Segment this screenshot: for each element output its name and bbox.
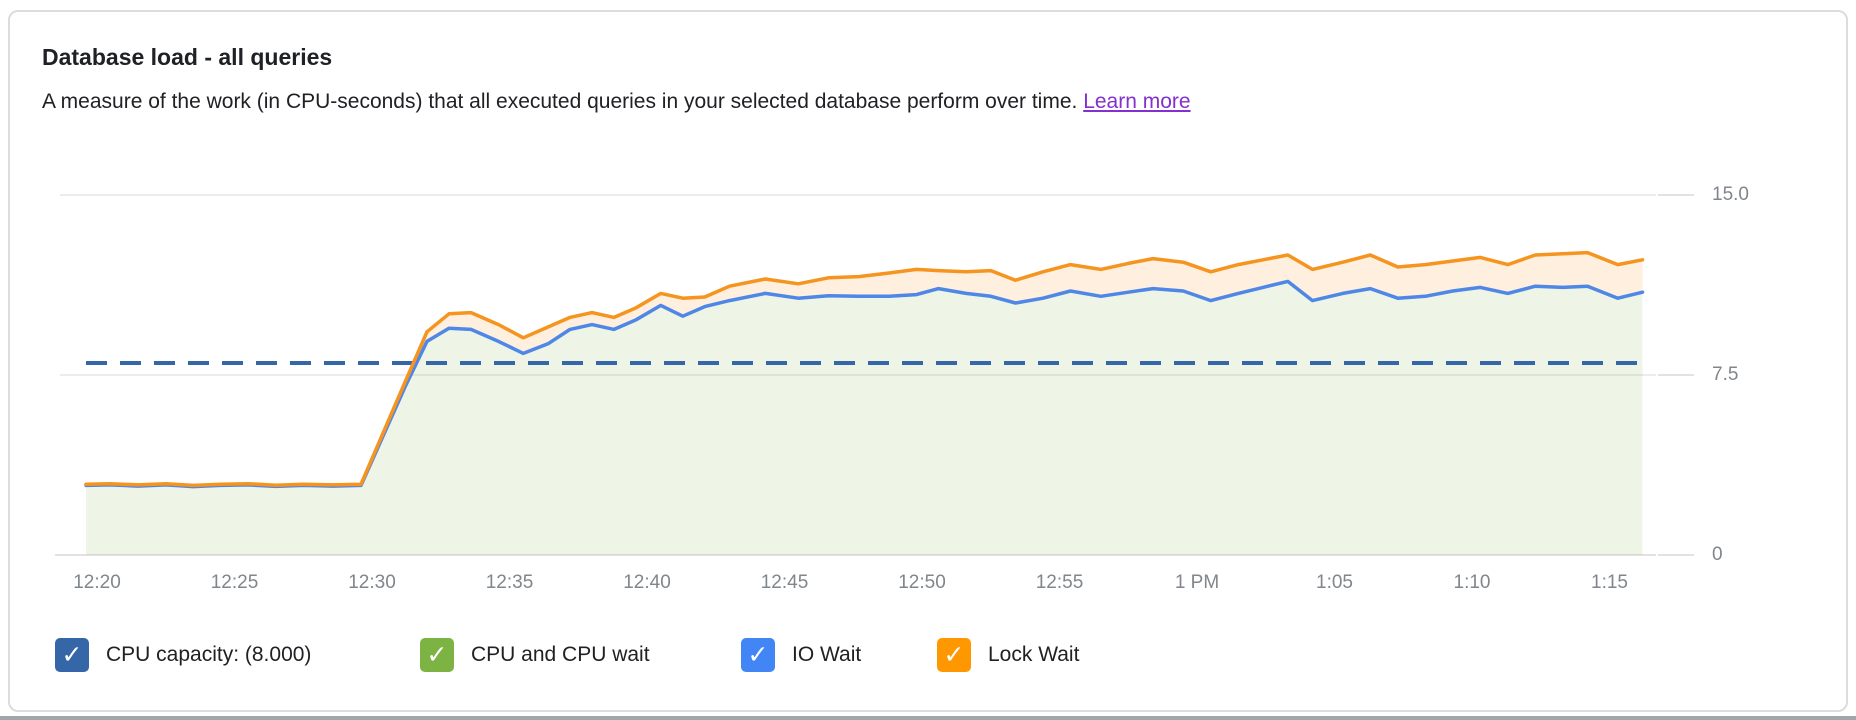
x-axis-label: 1:10 — [1453, 572, 1491, 593]
chart-legend: ✓ CPU capacity: (8.000) ✓ CPU and CPU wait ✓… — [0, 636, 1856, 674]
chart-description: A measure of the work (in CPU-seconds) t… — [42, 90, 1191, 114]
legend-item-cpu-capacity[interactable]: ✓ CPU capacity: (8.000) — [55, 636, 311, 674]
y-axis-label: 15.0 — [1712, 184, 1749, 205]
cpu-and-cpu-wait-checkbox[interactable]: ✓ — [420, 638, 454, 672]
x-axis-label: 12:45 — [760, 572, 809, 593]
x-axis-label: 12:55 — [1035, 572, 1084, 593]
io-wait-checkbox[interactable]: ✓ — [741, 638, 775, 672]
learn-more-link[interactable]: Learn more — [1083, 90, 1191, 113]
page-title: Database load - all queries — [42, 44, 333, 70]
x-axis-label: 12:20 — [73, 572, 121, 593]
legend-item-cpu-and-cpu-wait[interactable]: ✓ CPU and CPU wait — [420, 636, 650, 674]
lock-wait-line — [84, 250, 1645, 488]
x-axis-label: 12:50 — [898, 572, 946, 593]
x-axis-label: 1:15 — [1591, 572, 1628, 593]
cpu-capacity-checkbox[interactable]: ✓ — [55, 638, 89, 672]
x-axis-label: 12:30 — [348, 572, 396, 593]
x-axis-label: 12:25 — [210, 572, 259, 593]
y-axis-label: 0 — [1712, 544, 1723, 565]
database-load-card — [8, 10, 1848, 712]
legend-label: CPU capacity: (8.000) — [106, 643, 312, 666]
cpu-wait-area-fill — [86, 281, 1643, 555]
legend-label: IO Wait — [792, 643, 862, 666]
x-axis-label: 12:35 — [485, 572, 534, 593]
lock-wait-checkbox[interactable]: ✓ — [937, 638, 971, 672]
legend-label: Lock Wait — [988, 643, 1080, 666]
legend-item-io-wait[interactable]: ✓ IO Wait — [741, 636, 861, 674]
lock-wait-area-fill — [86, 252, 1643, 487]
bottom-divider — [0, 716, 1856, 720]
x-axis-label: 12:40 — [623, 572, 671, 593]
legend-item-lock-wait[interactable]: ✓ Lock Wait — [937, 636, 1079, 674]
y-axis-label: 7.5 — [1712, 364, 1739, 385]
x-axis-label: 1:05 — [1316, 572, 1353, 593]
legend-label: CPU and CPU wait — [471, 643, 650, 666]
x-axis-label: 1 PM — [1174, 572, 1220, 593]
chart-description-text: A measure of the work (in CPU-seconds) t… — [42, 90, 1078, 113]
